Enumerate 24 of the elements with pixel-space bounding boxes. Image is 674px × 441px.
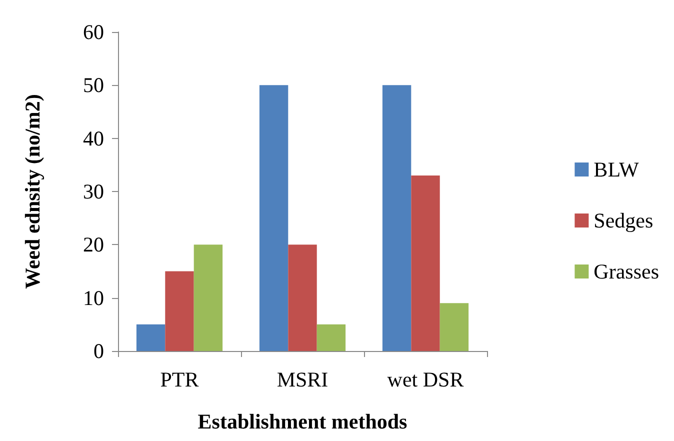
y-tick-label: 50 [83,73,104,98]
bar [316,324,346,351]
bar [165,271,194,351]
bar [194,244,223,351]
x-tick-label: wet DSR [387,368,464,392]
legend-label: Sedges [594,208,654,232]
bar [136,324,166,351]
x-axis-title: Establishment methods [198,410,408,434]
x-tick-label: MSRI [276,368,328,392]
y-tick-label: 30 [83,180,104,204]
legend-label: BLW [594,158,639,182]
x-tick-label: PTR [160,368,199,392]
bar [382,85,412,351]
y-tick-label: 20 [83,232,104,257]
y-tick-label: 0 [94,339,104,363]
bar [259,85,288,351]
bar [288,244,317,351]
bar [411,176,440,351]
y-axis-title: Weed ednsity (no/m2) [20,94,44,289]
bar [440,303,469,351]
y-tick-label: 60 [83,20,104,44]
y-tick-label: 40 [83,126,104,150]
y-tick-label: 10 [83,286,104,310]
legend-label: Grasses [594,260,660,284]
